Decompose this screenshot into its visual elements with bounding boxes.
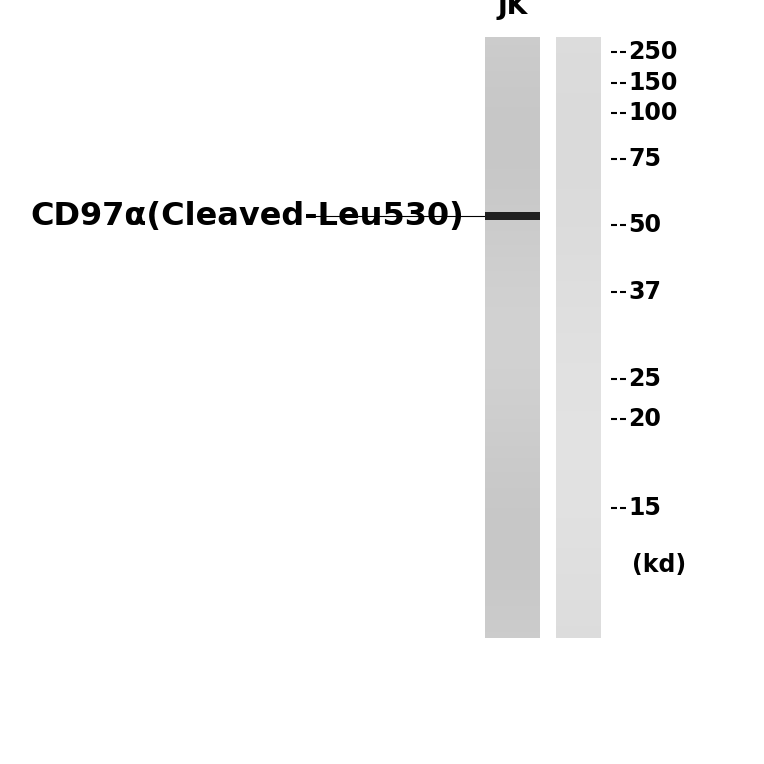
Text: 100: 100 <box>628 101 678 125</box>
Text: CD97α(Cleaved-Leu530): CD97α(Cleaved-Leu530) <box>31 201 465 231</box>
Text: 50: 50 <box>628 213 661 238</box>
Text: JK: JK <box>497 0 528 20</box>
Text: 20: 20 <box>628 406 661 431</box>
Text: (kd): (kd) <box>632 553 686 578</box>
Text: 250: 250 <box>628 40 678 64</box>
Text: 37: 37 <box>628 280 661 304</box>
Text: 75: 75 <box>628 147 661 171</box>
Text: 25: 25 <box>628 367 661 391</box>
Text: 15: 15 <box>628 496 661 520</box>
Text: 150: 150 <box>628 70 678 95</box>
